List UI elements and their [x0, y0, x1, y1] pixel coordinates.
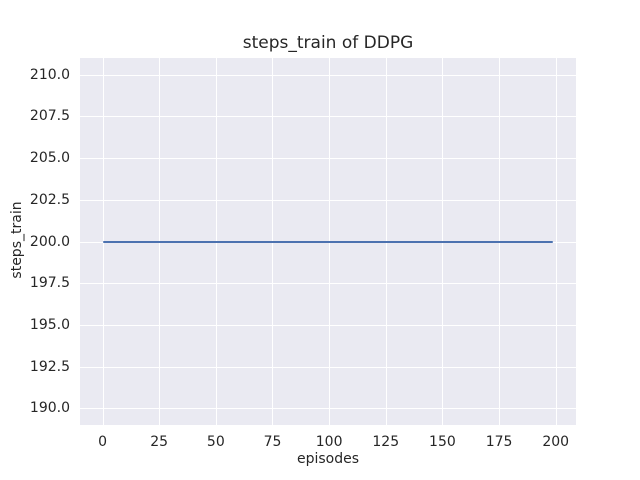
plot-area	[80, 58, 576, 425]
gridline-horizontal	[80, 199, 576, 201]
y-tick-label: 207.5	[29, 108, 70, 125]
x-tick-label: 150	[429, 434, 456, 450]
gridline-horizontal	[80, 158, 576, 160]
gridline-horizontal	[80, 116, 576, 118]
x-tick-label: 75	[263, 434, 282, 450]
x-tick-label: 175	[485, 434, 513, 450]
gridline-horizontal	[80, 74, 576, 76]
chart-title: steps_train of DDPG	[242, 33, 414, 53]
x-axis-label: episodes	[296, 451, 360, 467]
x-tick-label: 200	[542, 434, 570, 450]
gridline-horizontal	[80, 283, 576, 285]
x-tick-label: 100	[315, 434, 343, 450]
x-tick-label: 125	[372, 434, 400, 450]
data-line-steps_train	[102, 240, 554, 243]
gridline-horizontal	[80, 366, 576, 368]
gridline-horizontal	[80, 324, 576, 326]
y-tick-label: 197.5	[29, 275, 70, 292]
y-tick-label: 192.5	[29, 358, 70, 375]
y-tick-label: 190.0	[29, 400, 70, 417]
y-tick-label: 195.0	[29, 316, 70, 333]
y-tick-label: 210.0	[29, 66, 70, 83]
y-tick-label: 202.5	[29, 191, 70, 208]
x-tick-label: 50	[206, 434, 225, 450]
y-tick-label: 200.0	[29, 233, 70, 250]
y-tick-label: 205.0	[29, 150, 70, 167]
x-tick-label: 25	[150, 434, 169, 450]
gridline-horizontal	[80, 408, 576, 410]
x-tick-label: 0	[98, 434, 107, 450]
